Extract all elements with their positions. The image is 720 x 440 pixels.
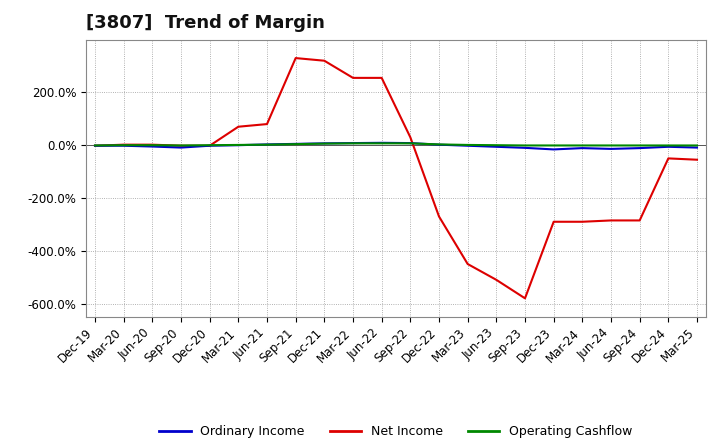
Ordinary Income	[348, 140, 357, 146]
Net Income	[492, 277, 500, 282]
Line: Operating Cashflow: Operating Cashflow	[95, 143, 697, 146]
Operating Cashflow	[578, 143, 587, 148]
Operating Cashflow	[664, 143, 672, 148]
Net Income	[607, 218, 616, 223]
Net Income	[521, 296, 529, 301]
Net Income	[205, 143, 214, 148]
Ordinary Income	[292, 141, 300, 147]
Operating Cashflow	[176, 143, 185, 148]
Operating Cashflow	[693, 143, 701, 148]
Operating Cashflow	[120, 143, 128, 148]
Ordinary Income	[492, 144, 500, 150]
Operating Cashflow	[607, 143, 616, 148]
Ordinary Income	[320, 141, 328, 146]
Text: [3807]  Trend of Margin: [3807] Trend of Margin	[86, 15, 325, 33]
Ordinary Income	[406, 140, 415, 146]
Net Income	[176, 143, 185, 148]
Net Income	[578, 219, 587, 224]
Net Income	[406, 135, 415, 140]
Net Income	[464, 261, 472, 267]
Net Income	[348, 75, 357, 81]
Ordinary Income	[549, 147, 558, 152]
Operating Cashflow	[435, 142, 444, 147]
Ordinary Income	[521, 145, 529, 150]
Net Income	[435, 214, 444, 219]
Net Income	[292, 55, 300, 61]
Operating Cashflow	[91, 143, 99, 148]
Operating Cashflow	[148, 143, 157, 148]
Ordinary Income	[263, 142, 271, 147]
Ordinary Income	[635, 146, 644, 151]
Line: Net Income: Net Income	[95, 58, 697, 298]
Operating Cashflow	[320, 141, 328, 146]
Operating Cashflow	[549, 143, 558, 148]
Operating Cashflow	[348, 141, 357, 146]
Ordinary Income	[205, 143, 214, 148]
Ordinary Income	[377, 140, 386, 146]
Net Income	[234, 124, 243, 129]
Legend: Ordinary Income, Net Income, Operating Cashflow: Ordinary Income, Net Income, Operating C…	[154, 420, 638, 440]
Ordinary Income	[693, 145, 701, 150]
Net Income	[693, 157, 701, 162]
Operating Cashflow	[234, 142, 243, 147]
Ordinary Income	[435, 142, 444, 147]
Ordinary Income	[91, 143, 99, 148]
Net Income	[148, 142, 157, 147]
Operating Cashflow	[464, 142, 472, 147]
Net Income	[120, 142, 128, 147]
Ordinary Income	[607, 146, 616, 151]
Ordinary Income	[148, 144, 157, 149]
Line: Ordinary Income: Ordinary Income	[95, 143, 697, 150]
Ordinary Income	[120, 143, 128, 148]
Operating Cashflow	[263, 142, 271, 147]
Net Income	[635, 218, 644, 223]
Ordinary Income	[234, 143, 243, 148]
Net Income	[91, 143, 99, 148]
Ordinary Income	[578, 146, 587, 151]
Operating Cashflow	[292, 142, 300, 147]
Ordinary Income	[464, 143, 472, 148]
Operating Cashflow	[205, 143, 214, 148]
Net Income	[263, 121, 271, 127]
Net Income	[320, 58, 328, 63]
Ordinary Income	[176, 145, 185, 150]
Net Income	[377, 75, 386, 81]
Operating Cashflow	[377, 141, 386, 146]
Operating Cashflow	[635, 143, 644, 148]
Operating Cashflow	[521, 143, 529, 148]
Operating Cashflow	[492, 143, 500, 148]
Net Income	[549, 219, 558, 224]
Net Income	[664, 156, 672, 161]
Operating Cashflow	[406, 141, 415, 146]
Ordinary Income	[664, 144, 672, 150]
